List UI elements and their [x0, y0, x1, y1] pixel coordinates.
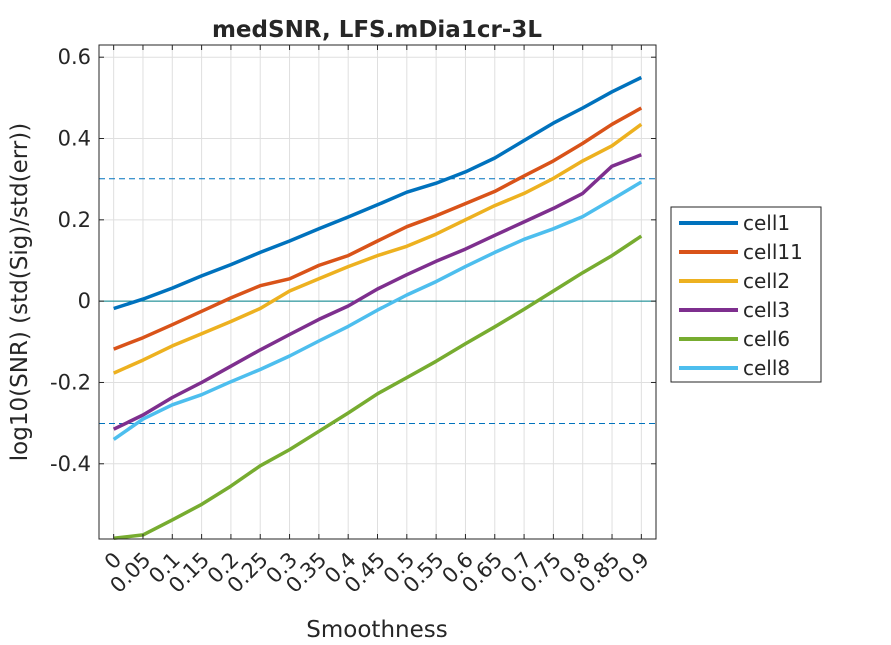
y-tick-label: 0.6 [58, 45, 91, 69]
legend-label: cell11 [743, 240, 803, 264]
y-tick-label: 0 [78, 289, 91, 313]
y-axis-label: log10(SNR) (std(Sig)/std(err)) [7, 123, 33, 461]
y-axis-ticks: -0.4 -0.2 0 0.2 0.4 0.6 [50, 45, 656, 476]
legend-label: cell3 [743, 298, 790, 322]
series-line-cell8 [112, 180, 643, 441]
chart-title: medSNR, LFS.mDia1cr-3L [212, 17, 542, 43]
series-line-cell2 [112, 122, 643, 375]
legend-label: cell1 [743, 211, 790, 235]
y-tick-label: 0.4 [58, 127, 91, 151]
legend-label: cell6 [743, 327, 790, 351]
series-line-cell1 [113, 75, 643, 311]
legend-label: cell2 [743, 269, 790, 293]
y-tick-label: -0.2 [50, 370, 91, 394]
legend: cell1 cell11 cell2 cell3 cell6 cell8 [670, 206, 822, 383]
series-line-cell3 [112, 153, 642, 431]
y-tick-label: -0.4 [50, 452, 91, 476]
legend-label: cell8 [743, 356, 790, 380]
legend-box [670, 206, 822, 383]
x-axis-label: Smoothness [306, 617, 447, 643]
series-line-cell11 [113, 106, 643, 351]
series-group [112, 75, 643, 540]
reference-lines [99, 178, 656, 425]
y-tick-label: 0.2 [58, 208, 91, 232]
series-line-cell6 [113, 234, 643, 540]
